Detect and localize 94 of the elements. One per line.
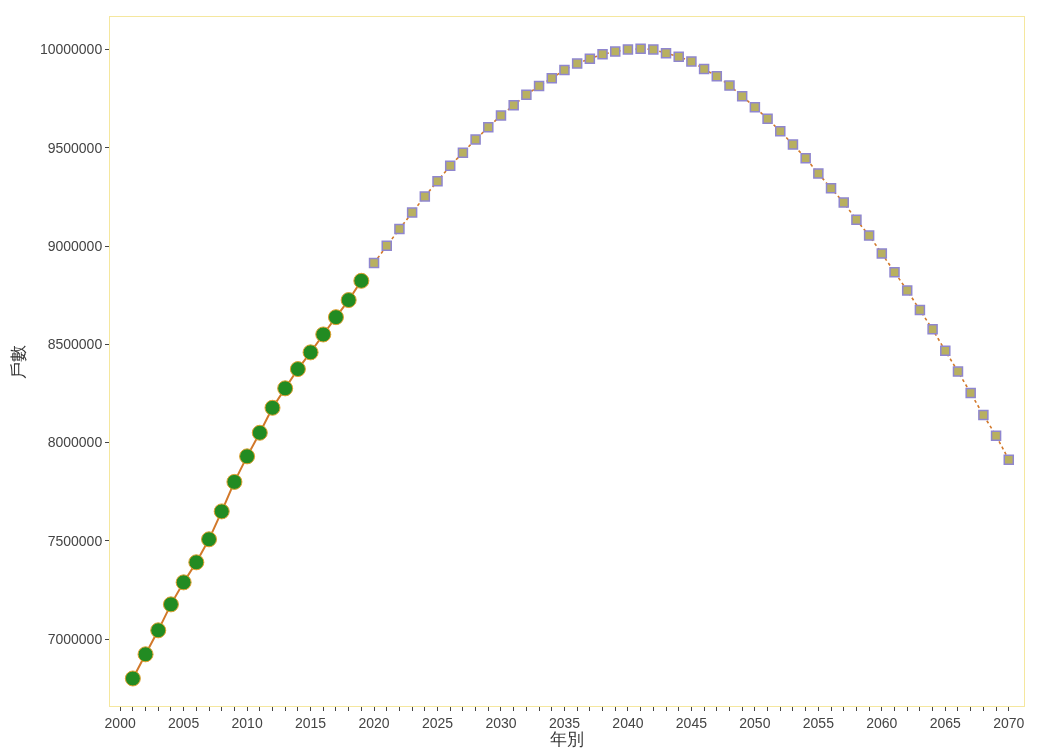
point (327, 309, 344, 326)
point (406, 207, 418, 218)
x-tick-label: 2005 (168, 714, 200, 731)
point (201, 531, 218, 548)
point (533, 80, 545, 92)
point (609, 46, 621, 57)
point (724, 80, 735, 91)
point (901, 285, 913, 296)
point (239, 448, 256, 465)
point (838, 197, 849, 208)
x-tick-label: 2035 (548, 714, 581, 731)
x-tick-label: 2040 (612, 714, 644, 731)
point (927, 324, 938, 335)
point (584, 53, 596, 64)
point (432, 175, 443, 187)
point (188, 554, 205, 571)
x-tick-label: 2015 (294, 714, 327, 731)
x-tick-label: 2025 (421, 714, 454, 731)
point (289, 361, 306, 378)
point (813, 168, 824, 179)
point (1003, 454, 1015, 465)
point (419, 191, 431, 202)
x-tick-label: 2045 (675, 714, 708, 731)
point (863, 230, 875, 241)
point (302, 344, 319, 361)
point (571, 58, 583, 69)
point (775, 125, 786, 137)
point (825, 182, 837, 194)
point (851, 214, 862, 226)
y-tick-label: 7500000 (47, 532, 103, 549)
point (673, 51, 684, 62)
point (648, 44, 659, 55)
y-tick-label: 7000000 (47, 631, 103, 648)
x-axis-title: 年別 (550, 729, 584, 749)
point (978, 409, 989, 421)
point (686, 56, 697, 67)
y-tick-label: 9500000 (47, 139, 103, 156)
x-tick-label: 2000 (104, 714, 136, 731)
point (124, 670, 141, 687)
point (277, 380, 294, 397)
point (368, 257, 380, 269)
x-tick-label: 2070 (993, 714, 1025, 731)
y-tick-label: 10000000 (39, 41, 103, 58)
point (470, 134, 481, 145)
point (952, 366, 964, 377)
x-tick-label: 2010 (231, 714, 263, 731)
point (175, 574, 192, 591)
x-tick-label: 2055 (802, 714, 835, 731)
point (711, 70, 723, 82)
point (340, 292, 357, 309)
point (483, 122, 494, 133)
x-tick-label: 2020 (358, 714, 390, 731)
point (660, 47, 672, 59)
x-tick-label: 2060 (866, 714, 898, 731)
point (965, 387, 976, 399)
point (622, 44, 634, 55)
point (495, 110, 507, 121)
point (353, 272, 370, 289)
point (597, 49, 608, 60)
y-tick-label: 8500000 (47, 336, 103, 353)
point (914, 304, 926, 316)
point (457, 147, 469, 158)
point (508, 100, 519, 111)
point (546, 73, 558, 84)
point (381, 240, 392, 252)
point (226, 473, 243, 490)
point (559, 64, 570, 76)
point (876, 248, 888, 259)
point (162, 596, 179, 613)
point (762, 113, 773, 125)
point (990, 430, 1002, 441)
point (635, 43, 646, 55)
point (264, 399, 281, 416)
point (940, 345, 951, 357)
point (251, 424, 268, 441)
x-tick-label: 2050 (739, 714, 771, 731)
point (137, 646, 154, 663)
point (150, 622, 167, 639)
y-axis-title: 戶數 (8, 344, 29, 379)
point (698, 63, 710, 75)
point (444, 160, 456, 172)
y-tick-label: 9000000 (47, 237, 103, 254)
point (736, 90, 748, 102)
point (213, 503, 230, 520)
point (889, 266, 900, 278)
point (787, 139, 799, 150)
x-tick-label: 2030 (485, 714, 517, 731)
y-tick-label: 8000000 (47, 434, 103, 451)
x-tick-label: 2065 (929, 714, 962, 731)
point (749, 101, 761, 113)
point (315, 326, 332, 343)
point (521, 89, 532, 100)
point (394, 223, 405, 235)
point (800, 152, 811, 164)
